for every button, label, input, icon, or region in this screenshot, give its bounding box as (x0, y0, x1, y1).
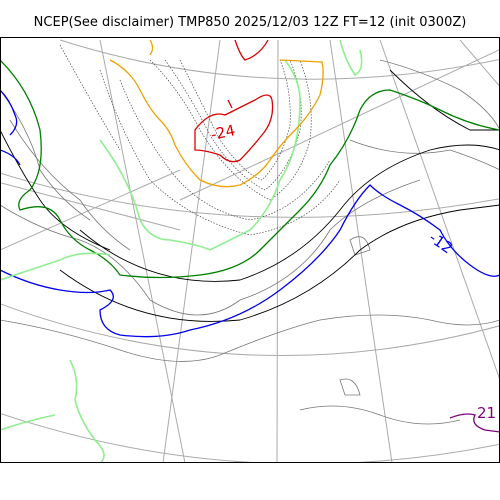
green-isotherms (0, 59, 500, 279)
red-isotherms (194, 39, 274, 163)
graticule-meridians (0, 39, 500, 463)
coastlines (0, 59, 500, 425)
blue-isotherms (0, 89, 500, 338)
map-title: NCEP(See disclaimer) TMP850 2025/12/03 1… (33, 15, 467, 30)
contour-label-blue: -12 (426, 229, 456, 258)
contour-label-red: -24 (209, 121, 237, 144)
contour-label-purple: 21 (477, 404, 496, 422)
lightgreen-contours (0, 39, 363, 463)
dotted-isotherms (59, 44, 341, 236)
purple-isotherm (449, 413, 500, 433)
orange-isotherms (109, 39, 324, 188)
weather-map-svg: -24 -12 21 (0, 37, 500, 463)
black-isotherms (0, 69, 500, 322)
map-panel: -24 -12 21 (0, 37, 500, 463)
